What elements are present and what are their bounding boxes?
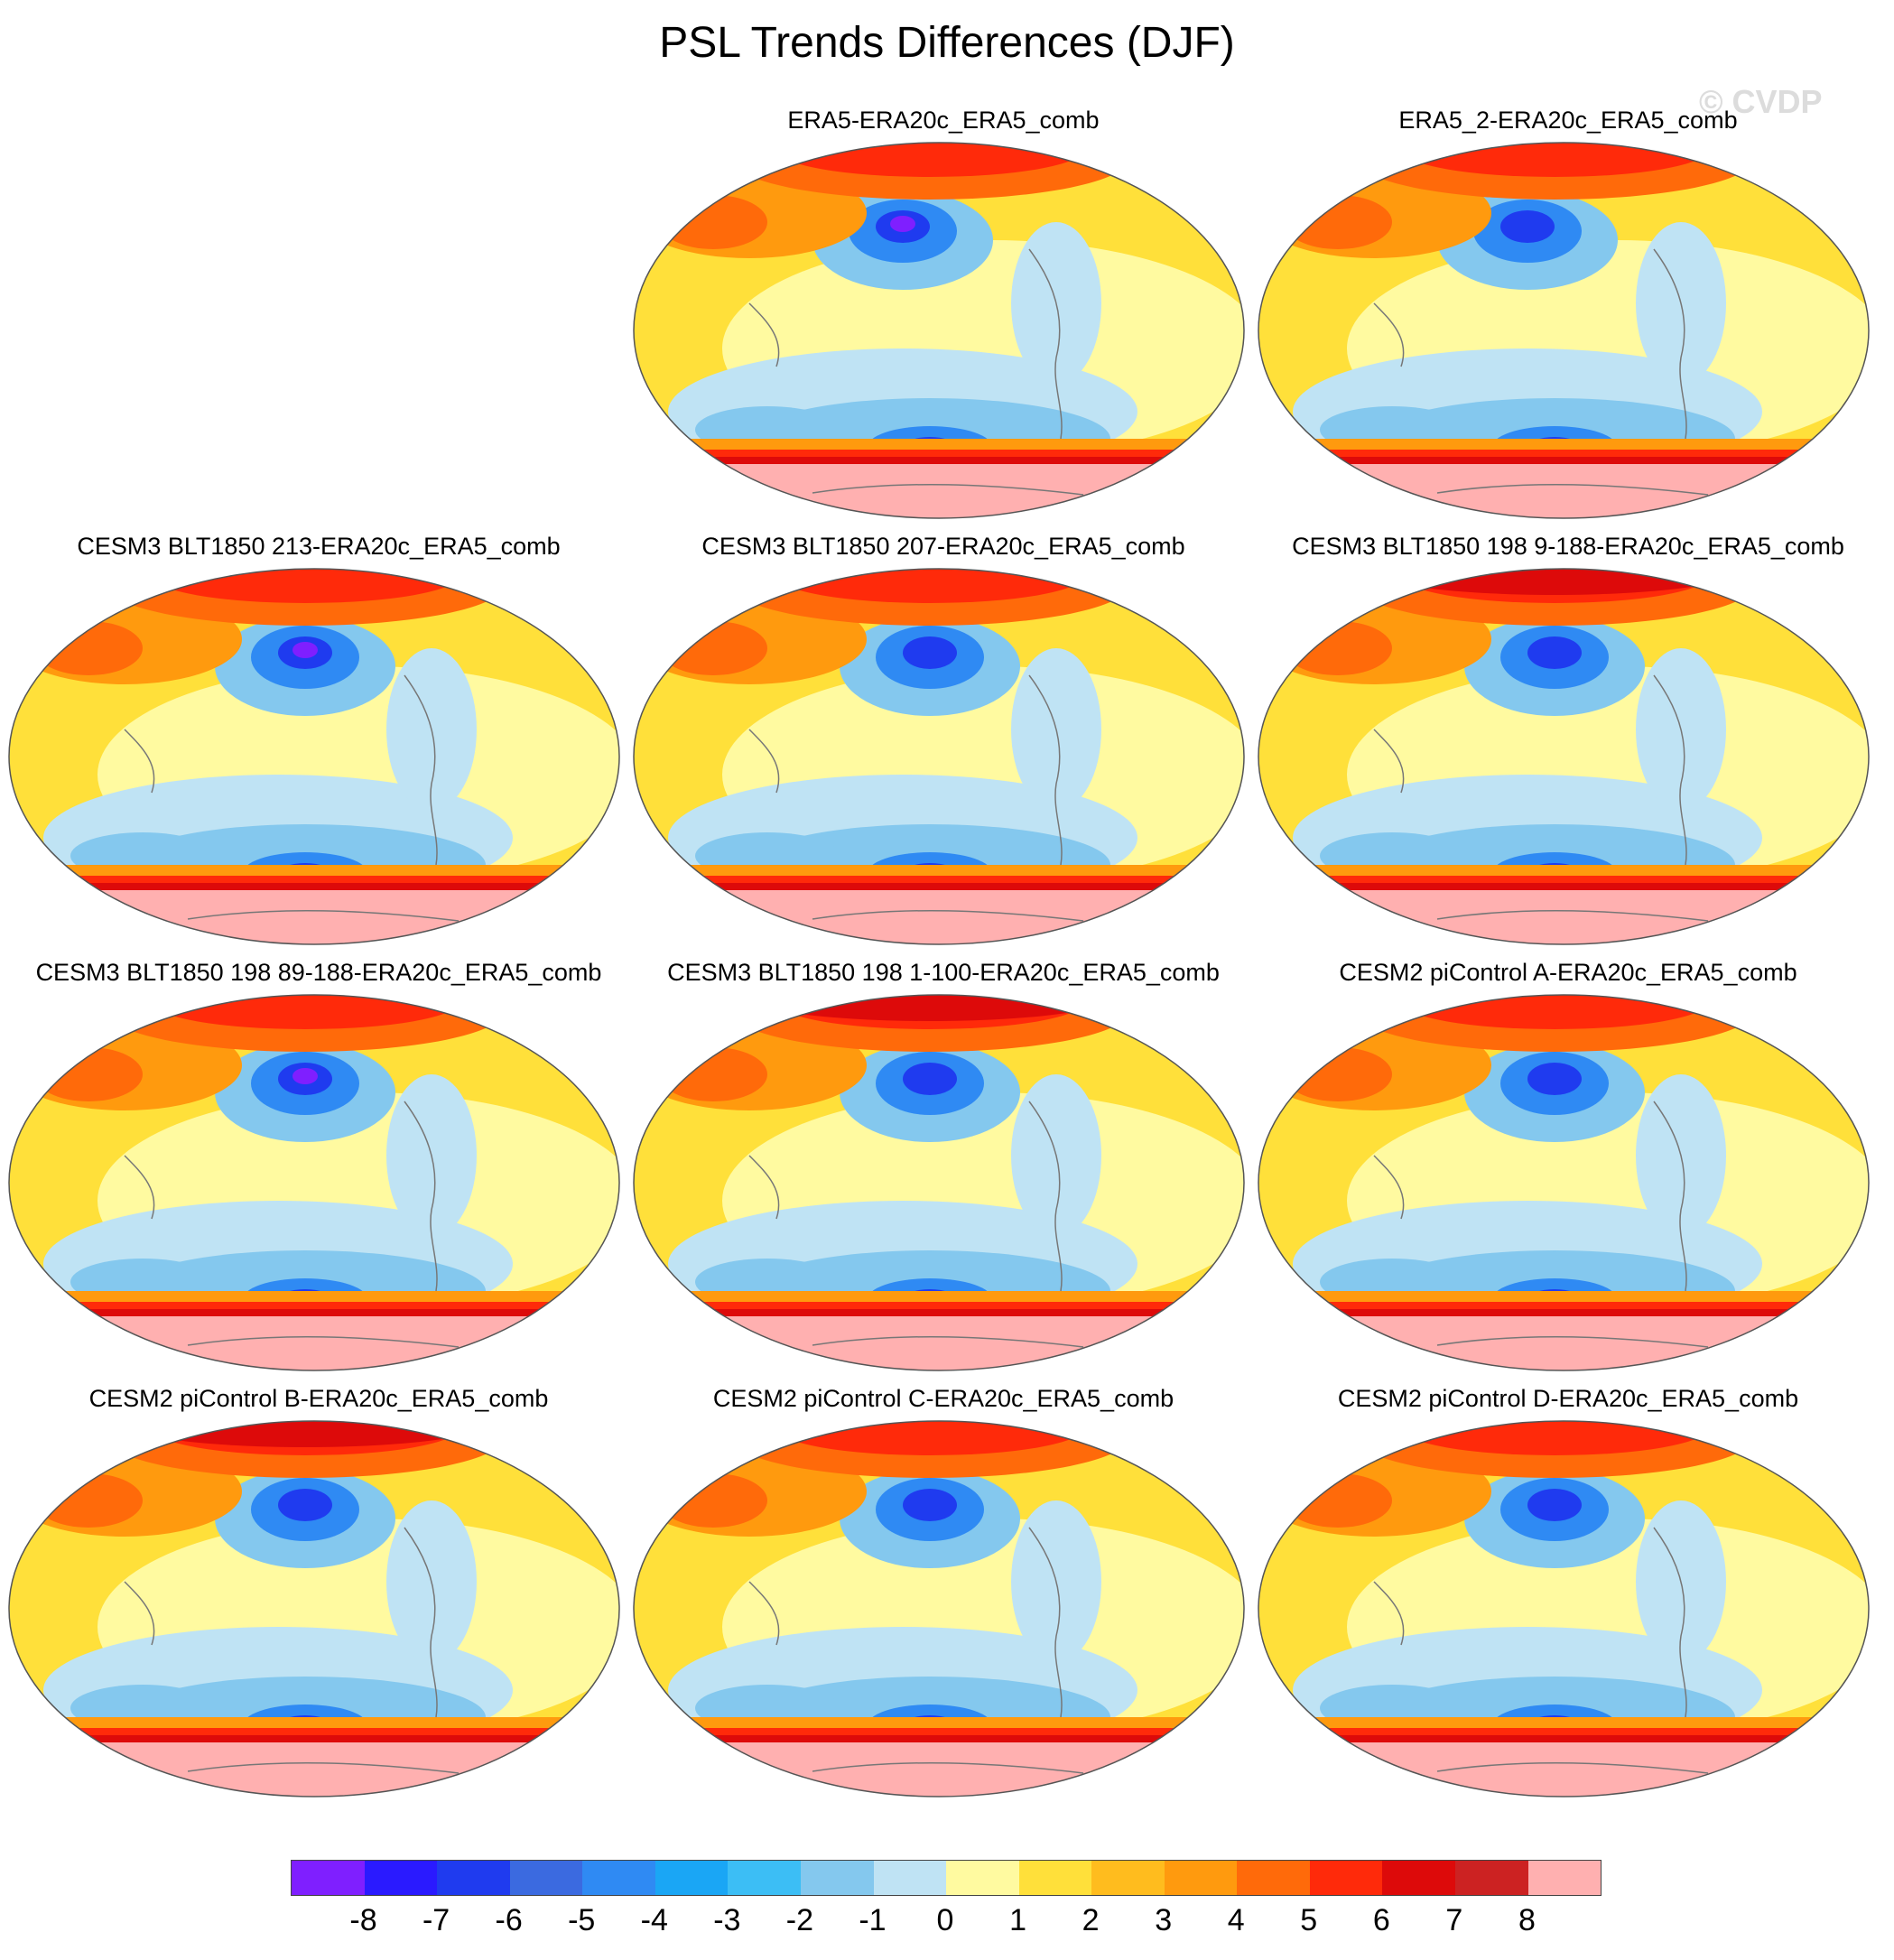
panel-title: CESM2 piControl C-ERA20c_ERA5_comb xyxy=(712,1385,1174,1412)
map-panel: CESM2 piControl D-ERA20c_ERA5_comb xyxy=(1257,1385,1880,1811)
colorbar-tick-label: 8 xyxy=(1518,1903,1536,1937)
colorbar-swatch xyxy=(728,1861,801,1895)
panel-title: CESM3 BLT1850 198 9-188-ERA20c_ERA5_comb xyxy=(1292,533,1844,560)
colorbar-swatch xyxy=(509,1861,583,1895)
colorbar-swatch xyxy=(655,1861,729,1895)
panel-title: CESM3 BLT1850 213-ERA20c_ERA5_comb xyxy=(77,533,561,560)
colorbar-tick-label: -1 xyxy=(859,1903,887,1937)
map-plot xyxy=(8,994,620,1371)
colorbar-swatch xyxy=(1455,1861,1528,1895)
colorbar-swatch xyxy=(946,1861,1019,1895)
map-plot xyxy=(8,568,620,945)
panel-title: ERA5_2-ERA20c_ERA5_comb xyxy=(1398,107,1738,134)
colorbar-tick-label: 2 xyxy=(1082,1903,1100,1937)
map-plot xyxy=(633,568,1245,945)
colorbar-swatch xyxy=(1237,1861,1310,1895)
panel-title: CESM2 piControl D-ERA20c_ERA5_comb xyxy=(1337,1385,1799,1412)
colorbar-tick-label: 1 xyxy=(1009,1903,1026,1937)
map-plot xyxy=(1258,568,1870,945)
map-panel: CESM2 piControl C-ERA20c_ERA5_comb xyxy=(632,1385,1255,1811)
map-panel: CESM3 BLT1850 198 9-188-ERA20c_ERA5_comb xyxy=(1257,533,1880,959)
colorbar-tick-label: 3 xyxy=(1155,1903,1173,1937)
colorbar-swatch xyxy=(800,1861,874,1895)
colorbar-swatch xyxy=(873,1861,947,1895)
colorbar-tick-label: 6 xyxy=(1372,1903,1390,1937)
map-panel: CESM3 BLT1850 198 89-188-ERA20c_ERA5_com… xyxy=(7,959,630,1385)
map-panel: ERA5-ERA20c_ERA5_comb xyxy=(632,107,1255,533)
colorbar-tick-label: -6 xyxy=(495,1903,523,1937)
colorbar-tick-label: -8 xyxy=(349,1903,377,1937)
panel-title: ERA5-ERA20c_ERA5_comb xyxy=(787,107,1100,134)
colorbar-tick-label: -3 xyxy=(713,1903,741,1937)
colorbar-tick-label: -5 xyxy=(568,1903,596,1937)
watermark: © CVDP xyxy=(1699,83,1823,120)
map-panel: CESM3 BLT1850 198 1-100-ERA20c_ERA5_comb xyxy=(632,959,1255,1385)
colorbar-tick-label: -2 xyxy=(785,1903,813,1937)
colorbar-swatch xyxy=(1309,1861,1383,1895)
colorbar-swatch xyxy=(292,1861,365,1895)
panel-title: CESM2 piControl B-ERA20c_ERA5_comb xyxy=(88,1385,549,1412)
colorbar-tick-label: 7 xyxy=(1445,1903,1463,1937)
map-plot xyxy=(1258,1420,1870,1797)
colorbar-swatch xyxy=(1527,1861,1602,1895)
colorbar-swatch xyxy=(1091,1861,1165,1895)
map-plot xyxy=(1258,142,1870,519)
colorbar-swatch xyxy=(582,1861,655,1895)
page-title: PSL Trends Differences (DJF) xyxy=(659,19,1235,67)
panel-title: CESM3 BLT1850 198 89-188-ERA20c_ERA5_com… xyxy=(35,959,602,986)
colorbar-swatch xyxy=(364,1861,438,1895)
map-panel: CESM2 piControl A-ERA20c_ERA5_comb xyxy=(1257,959,1880,1385)
panel-title: CESM3 BLT1850 198 1-100-ERA20c_ERA5_comb xyxy=(667,959,1220,986)
colorbar-tick-label: 5 xyxy=(1300,1903,1318,1937)
colorbar-swatch xyxy=(1382,1861,1455,1895)
map-plot xyxy=(633,142,1245,519)
colorbar-tick-label: 0 xyxy=(936,1903,954,1937)
colorbar-tick-label: 4 xyxy=(1227,1903,1245,1937)
map-panel: CESM3 BLT1850 213-ERA20c_ERA5_comb xyxy=(7,533,630,959)
map-plot xyxy=(8,1420,620,1797)
colorbar-swatch xyxy=(437,1861,510,1895)
map-panel: CESM2 piControl B-ERA20c_ERA5_comb xyxy=(7,1385,630,1811)
panel-title: CESM2 piControl A-ERA20c_ERA5_comb xyxy=(1339,959,1797,986)
map-panel: ERA5_2-ERA20c_ERA5_comb xyxy=(1257,107,1880,533)
panel-title: CESM3 BLT1850 207-ERA20c_ERA5_comb xyxy=(701,533,1185,560)
colorbar-swatch xyxy=(1018,1861,1092,1895)
colorbar-tick-label: -4 xyxy=(640,1903,668,1937)
colorbar-swatch xyxy=(1164,1861,1238,1895)
colorbar-tick-label: -7 xyxy=(422,1903,450,1937)
map-plot xyxy=(633,1420,1245,1797)
map-plot xyxy=(1258,994,1870,1371)
colorbar xyxy=(291,1860,1602,1896)
map-plot xyxy=(633,994,1245,1371)
map-panel: CESM3 BLT1850 207-ERA20c_ERA5_comb xyxy=(632,533,1255,959)
